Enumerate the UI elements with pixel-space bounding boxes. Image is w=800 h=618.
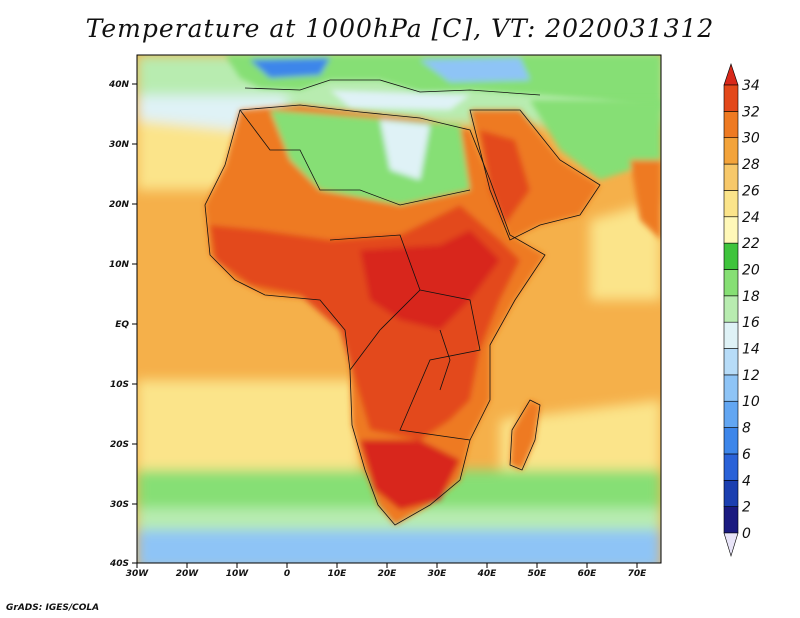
colorbar-label: 10 (742, 394, 760, 410)
south-blue-band (137, 530, 661, 563)
colorbar-label: 14 (742, 342, 760, 358)
lat-label-20s: 20S (110, 440, 129, 450)
atlantic-mid-south (137, 380, 360, 470)
lon-label-40e: 40E (477, 569, 498, 579)
colorbar-segment (723, 400, 739, 428)
colorbar-bottom-arrow (723, 532, 739, 558)
colorbar-label: 32 (742, 104, 760, 120)
colorbar-label: 6 (742, 447, 751, 463)
colorbar-segment (723, 242, 739, 270)
arabian-sea-mid (590, 200, 661, 300)
colorbar-segment (723, 163, 739, 191)
colorbar-segment (723, 295, 739, 323)
lat-label-40n: 40N (108, 80, 130, 90)
southern-africa-hottest (360, 440, 460, 510)
colorbar-segment (723, 374, 739, 402)
colorbar-label: 28 (742, 157, 760, 173)
colorbar-label: 24 (742, 210, 760, 226)
colorbar-segment (723, 111, 739, 139)
lon-label-30w: 30W (126, 569, 150, 579)
europe-cold-patch (250, 58, 330, 78)
colorbar-segment (723, 269, 739, 297)
mediterranean-sea (330, 90, 470, 110)
lat-label-10n: 10N (109, 260, 130, 270)
lat-label-40s: 40S (109, 559, 129, 569)
colorbar-label: 22 (742, 236, 760, 252)
colorbar-label: 0 (742, 526, 751, 542)
map-frame (136, 54, 662, 564)
lon-label-10w: 10W (226, 569, 250, 579)
map-plot-area (137, 55, 661, 563)
colorbar-segment (723, 427, 739, 455)
axis-ticks (132, 83, 638, 568)
colorbar-segment (723, 321, 739, 349)
colorbar-label: 30 (742, 131, 760, 147)
colorbar-label: 18 (742, 289, 760, 305)
lon-label-50e: 50E (528, 569, 548, 579)
indian-mid-south (500, 400, 661, 480)
india-land (630, 160, 661, 240)
colorbar-segment (723, 84, 739, 112)
lon-label-20w: 20W (176, 569, 200, 579)
madagascar-land (510, 400, 540, 470)
colorbar-segment (723, 216, 739, 244)
libyan-desert-cool (380, 120, 430, 180)
lon-label-30e: 30E (428, 569, 448, 579)
lon-label-70e: 70E (628, 569, 648, 579)
colorbar-segment (723, 190, 739, 218)
central-africa-hottest (360, 230, 500, 330)
colorbar-segment (723, 137, 739, 165)
lon-label-10e: 10E (328, 569, 348, 579)
colorbar-label: 12 (742, 368, 760, 384)
lon-label-0: 0 (284, 569, 290, 579)
lat-label-20n: 20N (109, 200, 130, 210)
colorbar-label: 26 (742, 183, 760, 199)
colorbar-segment (723, 479, 739, 507)
colorbar-label: 4 (742, 473, 751, 489)
lon-label-60e: 60E (578, 569, 598, 579)
colorbar-label: 8 (742, 421, 751, 437)
colorbar-segment (723, 453, 739, 481)
europe-land (225, 55, 661, 110)
grads-credit: GrADS: IGES/COLA (6, 603, 100, 613)
colorbar-segment (723, 506, 739, 534)
arabia-hot (480, 130, 530, 225)
colorbar-label: 34 (742, 78, 760, 94)
lat-label-30s: 30S (110, 500, 129, 510)
balkans-cool (420, 58, 530, 82)
colorbar-label: 20 (742, 262, 760, 278)
iran-land (530, 100, 661, 180)
coastlines (204, 79, 601, 526)
lat-label-eq: EQ (115, 320, 129, 330)
lon-label-20e: 20E (378, 569, 398, 579)
colorbar-label: 16 (742, 315, 760, 331)
map-title: Temperature at 1000hPa [C], VT: 20200313… (85, 14, 715, 43)
lat-label-30n: 30N (109, 140, 130, 150)
colorbar-top-arrow (723, 63, 739, 86)
lat-label-10s: 10S (110, 380, 129, 390)
colorbar-label: 2 (742, 500, 751, 516)
colorbar-segment (723, 348, 739, 376)
